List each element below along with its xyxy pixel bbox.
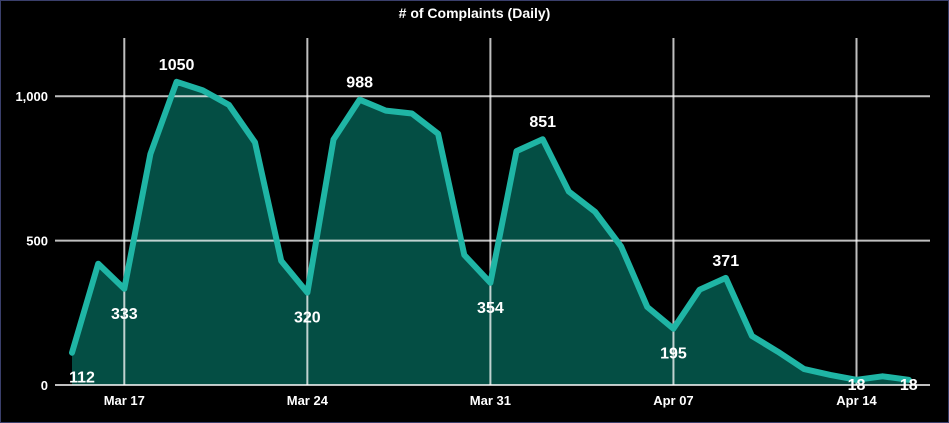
x-tick-label-4: Apr 14 [836,393,877,408]
data-label-1: 333 [111,306,138,323]
data-label-8: 371 [712,253,739,270]
x-tick-label-2: Mar 31 [470,393,511,408]
area-fill [72,81,909,386]
data-label-4: 988 [346,75,373,92]
data-label-3: 320 [294,310,321,327]
data-label-0: 112 [69,370,95,387]
data-label-9: 18 [848,377,866,394]
series-line [69,78,912,383]
data-label-6: 851 [529,114,556,131]
data-label-10: 18 [900,377,918,394]
y-tick-label-2: 1,000 [15,89,48,104]
x-tick-label-1: Mar 24 [287,393,329,408]
data-label-2: 1050 [159,57,195,74]
data-label-7: 195 [660,346,687,363]
chart-title: # of Complaints (Daily) [398,5,551,21]
data-label-5: 354 [477,300,504,317]
y-tick-label-1: 500 [26,234,48,249]
y-tick-label-0: 0 [41,378,48,393]
x-tick-label-0: Mar 17 [104,393,145,408]
x-tick-label-3: Apr 07 [653,393,693,408]
